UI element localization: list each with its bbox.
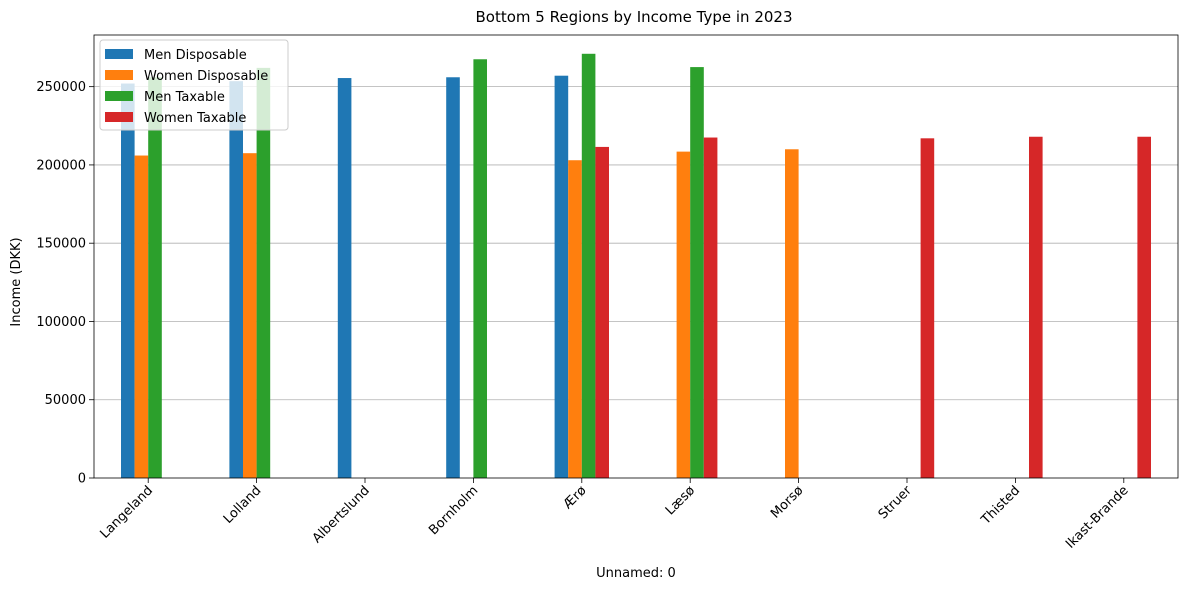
bar (473, 59, 487, 479)
bar (148, 77, 162, 478)
y-tick-label: 100000 (36, 315, 86, 330)
legend-swatch (105, 91, 133, 101)
x-tick-label: Morsø (768, 483, 806, 521)
bar (256, 67, 271, 478)
bar (595, 146, 609, 479)
legend-label: Men Disposable (144, 48, 247, 63)
y-axis-title: Income (DKK) (9, 237, 24, 326)
x-tick-label: Langeland (97, 483, 156, 542)
bar (676, 151, 691, 478)
x-tick-label: Ærø (561, 483, 590, 512)
x-tick-label: Albertslund (310, 483, 373, 546)
bar (229, 81, 243, 479)
x-tick-label: Thisted (978, 483, 1023, 528)
x-axis-title: Unnamed: 0 (596, 566, 676, 581)
bar (243, 153, 257, 478)
bar (568, 160, 582, 478)
y-tick-label: 50000 (45, 393, 86, 408)
x-tick-label: Struer (876, 483, 916, 523)
bar (920, 138, 935, 478)
legend-label: Women Taxable (144, 111, 246, 126)
legend-swatch (105, 70, 133, 80)
bar (690, 67, 704, 479)
bar (703, 137, 718, 478)
bar (554, 75, 569, 478)
bars (121, 53, 1151, 479)
bar (581, 53, 596, 478)
bar (785, 149, 799, 478)
plot-frame (93, 34, 1179, 479)
legend: Men Disposable Women Disposable Men Taxabl… (99, 39, 289, 131)
bar (446, 77, 460, 478)
x-tick-label: Læsø (663, 483, 698, 518)
y-tick-label: 150000 (36, 237, 86, 252)
legend-label: Men Taxable (144, 90, 225, 105)
bar (337, 78, 352, 479)
chart-title: Bottom 5 Regions by Income Type in 2023 (476, 8, 793, 26)
bar (1029, 136, 1043, 478)
x-tick-label: Ikast-Brande (1063, 483, 1132, 552)
bar (1137, 136, 1151, 478)
legend-swatch (105, 112, 133, 122)
x-tick-label: Bornholm (426, 483, 481, 538)
y-tick-label: 200000 (36, 158, 86, 173)
y-tick-label: 250000 (36, 80, 86, 95)
legend-box (99, 39, 289, 131)
x-tick-label: Lolland (221, 483, 265, 527)
legend-swatch (105, 49, 133, 59)
bar (134, 155, 149, 478)
legend-label: Women Disposable (144, 69, 268, 84)
y-tick-label: 0 (78, 472, 86, 487)
axes (89, 34, 1179, 483)
bar (121, 83, 135, 479)
